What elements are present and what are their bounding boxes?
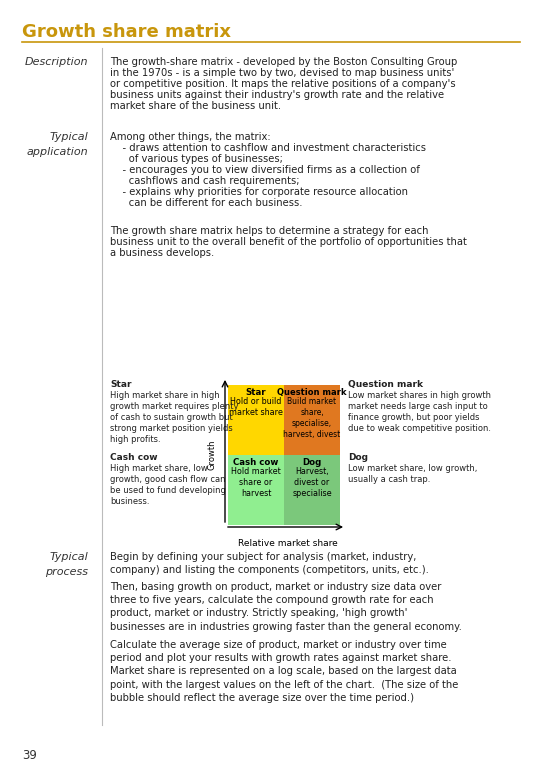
Text: Then, basing growth on product, market or industry size data over
three to five : Then, basing growth on product, market o… xyxy=(110,582,462,632)
Text: Cash cow: Cash cow xyxy=(110,453,158,462)
Text: Star: Star xyxy=(110,380,132,389)
Bar xyxy=(228,385,284,455)
Text: - encourages you to view diversified firms as a collection of: - encourages you to view diversified fir… xyxy=(110,165,420,175)
Text: 39: 39 xyxy=(22,749,37,762)
Text: - explains why priorities for corporate resource allocation: - explains why priorities for corporate … xyxy=(110,187,408,197)
Text: Typical
process: Typical process xyxy=(45,552,88,576)
Text: Begin by defining your subject for analysis (market, industry,
company) and list: Begin by defining your subject for analy… xyxy=(110,552,429,575)
Bar xyxy=(284,455,340,525)
Text: business unit to the overall benefit of the portfolio of opportunities that: business unit to the overall benefit of … xyxy=(110,237,467,247)
Text: The growth-share matrix - developed by the Boston Consulting Group: The growth-share matrix - developed by t… xyxy=(110,57,457,67)
Text: Low market share, low growth,
usually a cash trap.: Low market share, low growth, usually a … xyxy=(348,464,477,484)
Text: High market share, low
growth, good cash flow can
be used to fund developing
bus: High market share, low growth, good cash… xyxy=(110,464,226,506)
Text: business units against their industry's growth rate and the relative: business units against their industry's … xyxy=(110,90,444,100)
Text: The growth share matrix helps to determine a strategy for each: The growth share matrix helps to determi… xyxy=(110,226,429,236)
Text: Cash cow: Cash cow xyxy=(233,458,279,467)
Text: Calculate the average size of product, market or industry over time
period and p: Calculate the average size of product, m… xyxy=(110,640,458,703)
Text: or competitive position. It maps the relative positions of a company's: or competitive position. It maps the rel… xyxy=(110,79,456,89)
Text: Build market
share,
specialise,
harvest, divest: Build market share, specialise, harvest,… xyxy=(284,397,341,439)
Text: of various types of businesses;: of various types of businesses; xyxy=(110,154,283,164)
Text: market share of the business unit.: market share of the business unit. xyxy=(110,101,281,111)
Text: Among other things, the matrix:: Among other things, the matrix: xyxy=(110,132,271,142)
Text: Description: Description xyxy=(24,57,88,67)
Text: Dog: Dog xyxy=(348,453,368,462)
Bar xyxy=(284,385,340,455)
Text: Hold market
share or
harvest: Hold market share or harvest xyxy=(231,467,281,498)
Text: Typical
application: Typical application xyxy=(26,132,88,157)
Text: Hold or build
market share: Hold or build market share xyxy=(229,397,283,417)
Text: Question mark: Question mark xyxy=(348,380,423,389)
Text: Question mark: Question mark xyxy=(277,388,347,397)
Bar xyxy=(228,455,284,525)
Text: Star: Star xyxy=(246,388,266,397)
Text: a business develops.: a business develops. xyxy=(110,248,214,258)
Text: High market share in high
growth market requires plenty
of cash to sustain growt: High market share in high growth market … xyxy=(110,391,239,445)
Text: Growth share matrix: Growth share matrix xyxy=(22,23,231,41)
Text: Harvest,
divest or
specialise: Harvest, divest or specialise xyxy=(292,467,332,498)
Text: in the 1970s - is a simple two by two, devised to map business units': in the 1970s - is a simple two by two, d… xyxy=(110,68,454,78)
Text: can be different for each business.: can be different for each business. xyxy=(110,198,302,208)
Text: Dog: Dog xyxy=(302,458,322,467)
Text: Growth: Growth xyxy=(207,440,217,470)
Text: - draws attention to cashflow and investment characteristics: - draws attention to cashflow and invest… xyxy=(110,143,426,153)
Text: Relative market share: Relative market share xyxy=(238,539,338,548)
Text: cashflows and cash requirements;: cashflows and cash requirements; xyxy=(110,176,300,186)
Text: Low market shares in high growth
market needs large cash input to
finance growth: Low market shares in high growth market … xyxy=(348,391,491,434)
